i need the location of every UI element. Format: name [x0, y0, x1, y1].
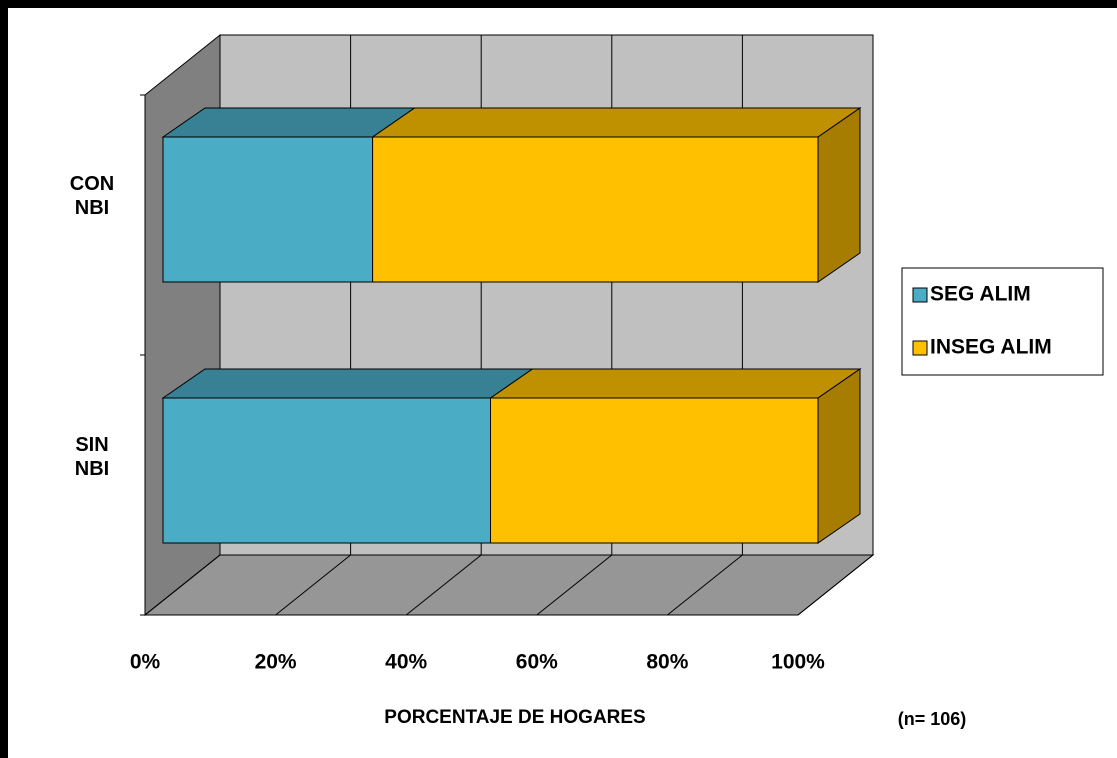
floor-grid-line [275, 554, 351, 616]
bar-top [161, 368, 535, 399]
legend-box [901, 267, 1104, 376]
x-tick-label: 60% [516, 651, 558, 674]
bar [372, 136, 819, 283]
bar-top [370, 107, 862, 138]
plot: 0% 20% 40% 60% 80% 100% SEG ALIM INSEG ALIM [130, 33, 1104, 674]
bar [490, 397, 819, 544]
floor-grid-line [797, 554, 874, 616]
bar-top [161, 107, 417, 138]
floor-grid-line [667, 554, 743, 616]
floor-grid-line [536, 554, 613, 616]
x-tick-label: 20% [255, 651, 297, 674]
x-tick-label: 80% [646, 651, 688, 674]
bar-side [817, 368, 861, 544]
floor-grid-line [405, 554, 482, 616]
x-tick-label: 100% [771, 651, 825, 674]
bar [162, 397, 491, 544]
y-tick-label: SIN NBI [74, 433, 110, 480]
x-axis-label: PORCENTAJE DE HOGARES [384, 707, 645, 728]
legend-swatch [912, 287, 928, 303]
legend-label: INSEG ALIM [930, 336, 1052, 359]
legend-label: SEG ALIM [930, 283, 1031, 306]
x-tick-label: 0% [130, 651, 161, 674]
floor-grid-line [144, 554, 221, 616]
bar-side [817, 107, 861, 283]
bar [162, 136, 374, 283]
legend-swatch [912, 340, 928, 356]
y-tick-label: CON NBI [69, 172, 115, 219]
bar-top [488, 368, 862, 399]
annotation: (n= 106) [898, 709, 967, 729]
floor [143, 554, 875, 616]
x-tick-label: 40% [385, 651, 427, 674]
